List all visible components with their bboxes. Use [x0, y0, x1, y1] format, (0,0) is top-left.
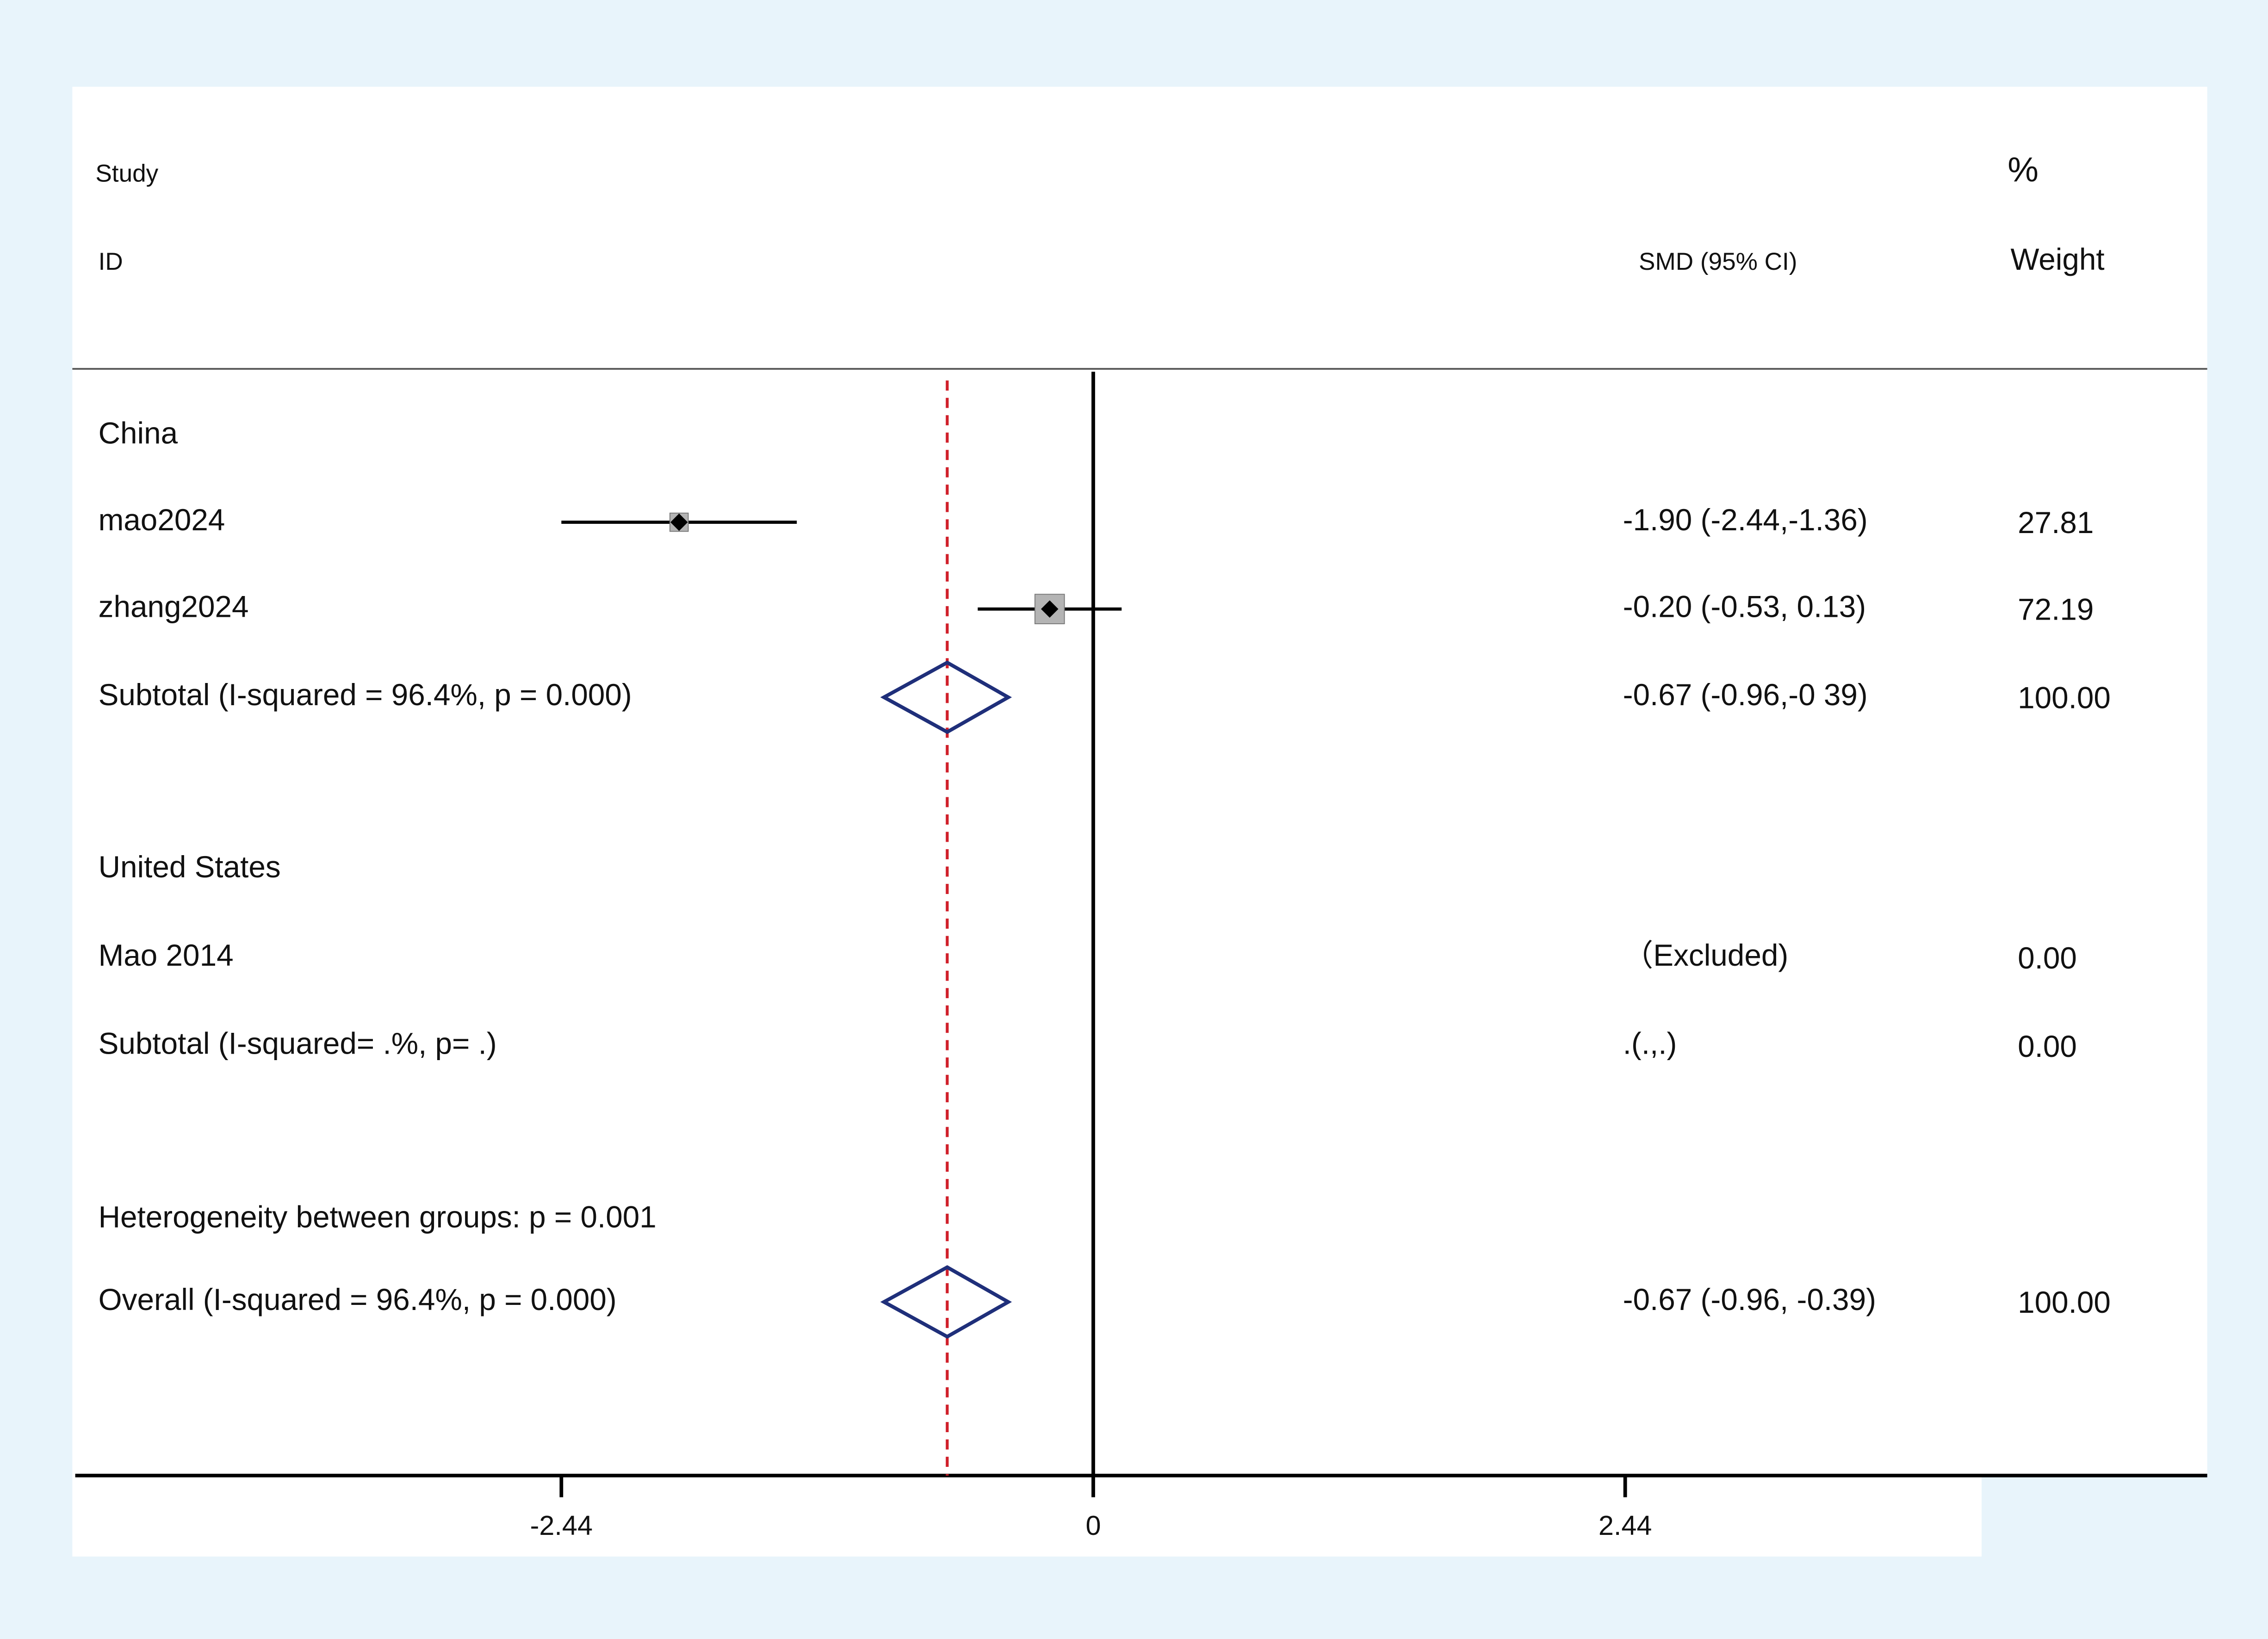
ci-label: （Excluded): [1623, 938, 1789, 972]
x-tick-label: 0: [1085, 1510, 1101, 1541]
row-label: Heterogeneity between groups: p = 0.001: [99, 1200, 657, 1234]
ci-label: -1.90 (-2.44,-1.36): [1623, 503, 1868, 537]
x-tick-label: 2.44: [1599, 1510, 1652, 1541]
point-estimate: [670, 513, 688, 531]
row-label: Subtotal (I-squared= .%, p= .): [99, 1027, 497, 1061]
weight-label: 0.00: [2018, 1030, 2077, 1063]
row-label: Subtotal (I-squared = 96.4%, p = 0.000): [99, 678, 632, 712]
header-weight: Weight: [2010, 242, 2104, 276]
row-label: Mao 2014: [99, 938, 234, 972]
weight-label: 72.19: [2018, 593, 2094, 627]
ci-label: -0.67 (-0.96, -0.39): [1623, 1283, 1876, 1316]
row-label: China: [99, 416, 178, 450]
row-label: zhang2024: [99, 590, 249, 623]
row-label: Overall (I-squared = 96.4%, p = 0.000): [99, 1283, 617, 1316]
ci-label: -0.20 (-0.53, 0.13): [1623, 590, 1866, 623]
row-label: mao2024: [99, 503, 225, 537]
pooled-diamond: [880, 660, 1012, 734]
ci-label: .(.,.): [1623, 1027, 1677, 1061]
ci-label: -0.67 (-0.96,-0 39): [1623, 678, 1868, 712]
header-study: Study: [95, 160, 158, 187]
weight-label: 0.00: [2018, 941, 2077, 975]
header-id: ID: [99, 248, 123, 275]
point-estimate: [1041, 600, 1059, 618]
weight-label: 100.00: [2018, 1285, 2111, 1319]
weight-label: 27.81: [2018, 506, 2094, 540]
x-tick-label: -2.44: [530, 1510, 593, 1541]
weight-label: 100.00: [2018, 681, 2111, 714]
pooled-diamond: [880, 1265, 1012, 1339]
header-percent: %: [2008, 150, 2039, 189]
axis-panel: [72, 1475, 1982, 1557]
panel: [72, 87, 2207, 1476]
row-label: United States: [99, 850, 281, 884]
header-effect: SMD (95% CI): [1639, 248, 1797, 275]
